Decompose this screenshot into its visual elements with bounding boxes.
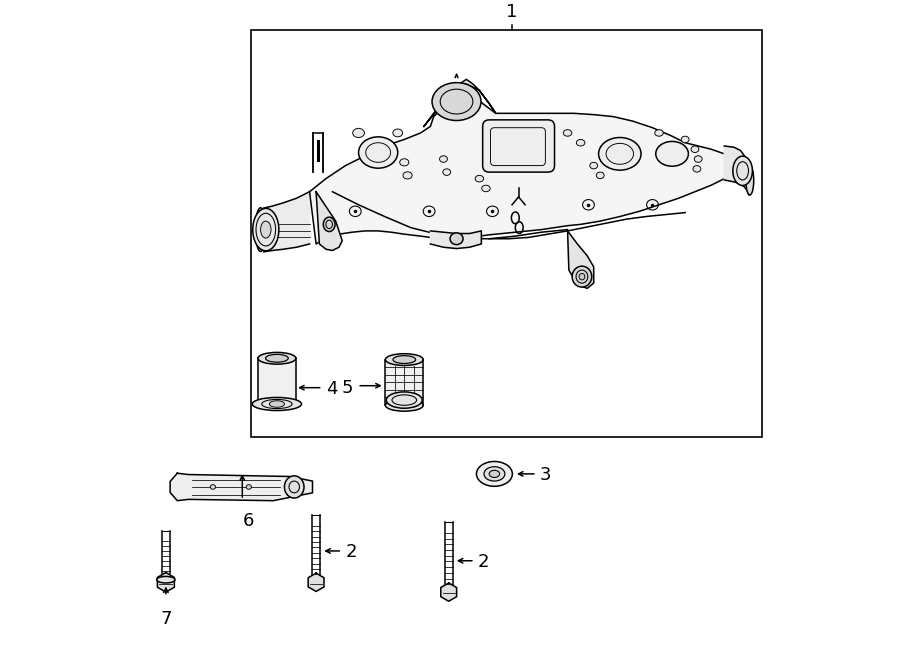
Polygon shape	[264, 192, 310, 252]
Ellipse shape	[258, 398, 296, 410]
Polygon shape	[568, 231, 594, 289]
Ellipse shape	[655, 130, 663, 136]
Ellipse shape	[490, 470, 500, 477]
Polygon shape	[308, 573, 324, 591]
Ellipse shape	[253, 209, 279, 251]
Ellipse shape	[261, 221, 271, 238]
Ellipse shape	[256, 208, 266, 252]
Ellipse shape	[432, 83, 481, 120]
Ellipse shape	[443, 169, 451, 175]
Ellipse shape	[579, 273, 585, 280]
Text: 7: 7	[160, 610, 172, 628]
Polygon shape	[258, 358, 296, 404]
Ellipse shape	[576, 140, 585, 146]
Ellipse shape	[476, 461, 512, 487]
Ellipse shape	[597, 172, 604, 179]
Ellipse shape	[439, 156, 447, 162]
Ellipse shape	[403, 172, 412, 179]
Ellipse shape	[572, 266, 591, 287]
Ellipse shape	[693, 166, 701, 172]
FancyBboxPatch shape	[482, 120, 554, 172]
Ellipse shape	[284, 476, 304, 498]
Ellipse shape	[266, 354, 288, 362]
Ellipse shape	[392, 129, 402, 137]
Ellipse shape	[746, 166, 753, 195]
Ellipse shape	[563, 130, 572, 136]
Bar	[251, 30, 762, 437]
Ellipse shape	[358, 137, 398, 168]
Text: 1: 1	[507, 3, 517, 21]
Ellipse shape	[400, 159, 409, 166]
Ellipse shape	[733, 156, 752, 185]
Ellipse shape	[386, 392, 422, 408]
Ellipse shape	[247, 485, 251, 489]
Ellipse shape	[385, 399, 423, 411]
Ellipse shape	[450, 233, 464, 245]
Ellipse shape	[252, 397, 302, 410]
Ellipse shape	[353, 128, 364, 138]
Ellipse shape	[323, 217, 335, 232]
Ellipse shape	[681, 136, 689, 143]
Ellipse shape	[157, 577, 175, 583]
Ellipse shape	[590, 162, 598, 169]
Ellipse shape	[656, 142, 688, 166]
Ellipse shape	[482, 185, 490, 192]
Polygon shape	[441, 583, 456, 601]
Polygon shape	[385, 359, 423, 405]
Ellipse shape	[211, 485, 215, 489]
Ellipse shape	[393, 355, 416, 363]
Ellipse shape	[691, 146, 699, 152]
Text: 3: 3	[540, 466, 552, 484]
Text: 4: 4	[326, 380, 338, 398]
Ellipse shape	[475, 175, 483, 182]
Ellipse shape	[269, 401, 284, 407]
Polygon shape	[316, 192, 342, 250]
Polygon shape	[310, 87, 734, 244]
Ellipse shape	[385, 354, 423, 365]
Text: 2: 2	[478, 553, 490, 571]
Ellipse shape	[484, 467, 505, 481]
Polygon shape	[424, 79, 496, 126]
Polygon shape	[430, 231, 482, 248]
Polygon shape	[158, 573, 175, 592]
Text: 6: 6	[243, 512, 255, 530]
Ellipse shape	[694, 156, 702, 162]
Text: 2: 2	[346, 544, 357, 561]
Polygon shape	[724, 146, 749, 195]
Polygon shape	[170, 473, 312, 500]
Text: 5: 5	[342, 379, 354, 397]
Ellipse shape	[598, 138, 641, 170]
Ellipse shape	[258, 352, 296, 364]
